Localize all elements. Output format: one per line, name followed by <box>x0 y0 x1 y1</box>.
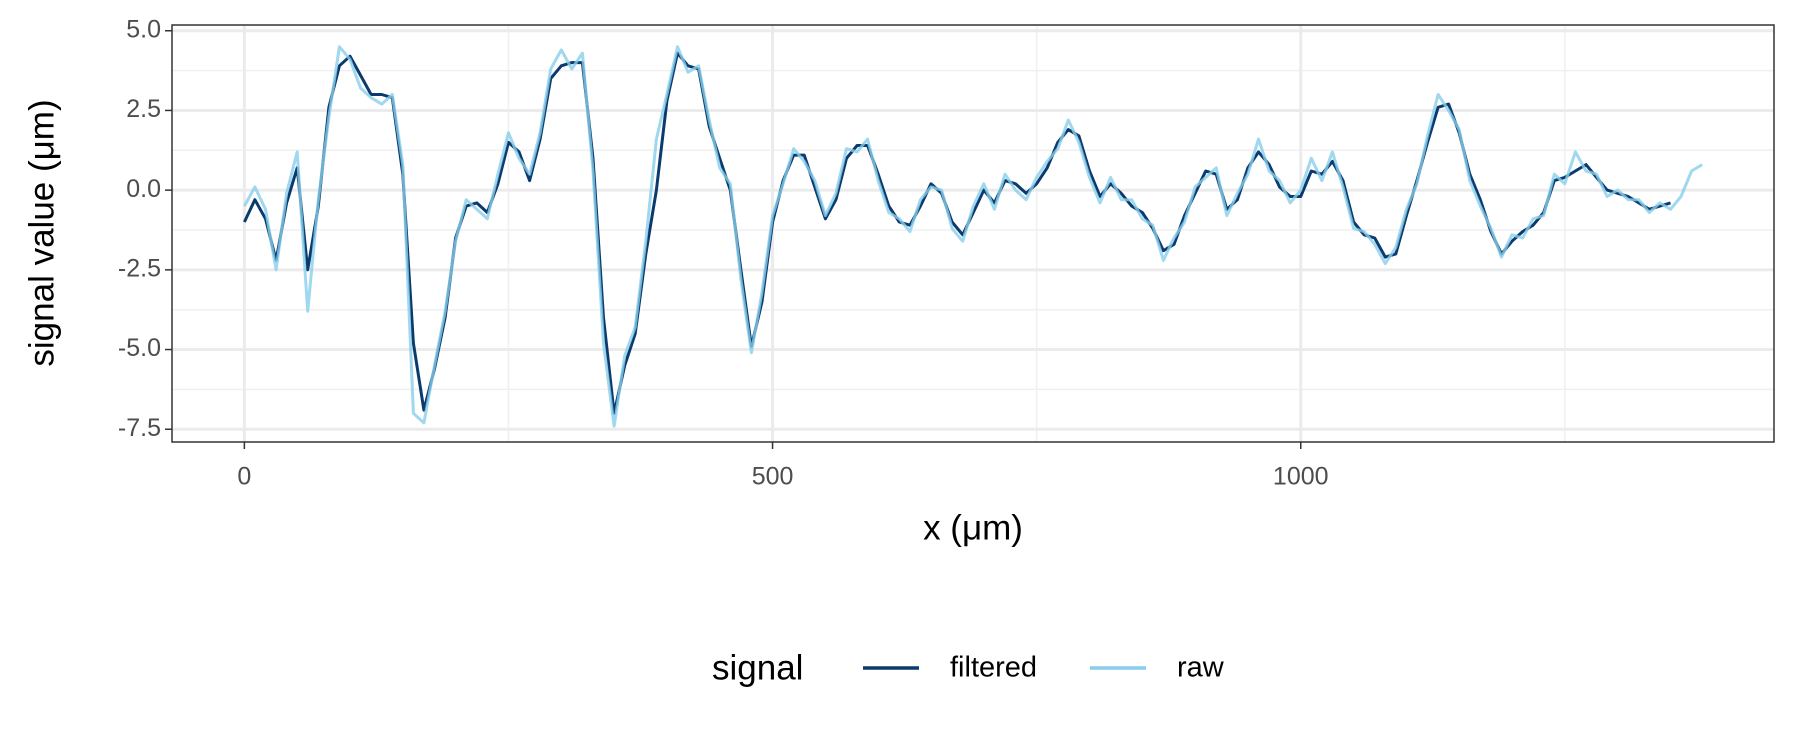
y-tick-label: 0.0 <box>126 175 161 203</box>
y-tick-label: -7.5 <box>118 414 161 442</box>
plot-border <box>171 24 1775 443</box>
y-tick-label: -2.5 <box>118 254 161 282</box>
x-axis-title: x (μm) <box>923 508 1023 547</box>
line-raw <box>243 45 1703 428</box>
legend-title: signal <box>712 648 803 687</box>
x-tick-label: 500 <box>752 463 794 491</box>
y-axis-title: signal value (μm) <box>22 99 61 366</box>
y-tick-label: -5.0 <box>118 334 161 362</box>
legend-label: filtered <box>950 652 1037 684</box>
plot-background <box>172 25 1774 442</box>
y-tick-label: 2.5 <box>126 95 161 123</box>
x-tick-label: 1000 <box>1273 463 1329 491</box>
line-filtered <box>243 51 1671 415</box>
legend-label: raw <box>1177 652 1225 684</box>
x-tick-label: 0 <box>237 463 251 491</box>
y-tick-label: 5.0 <box>126 15 161 43</box>
